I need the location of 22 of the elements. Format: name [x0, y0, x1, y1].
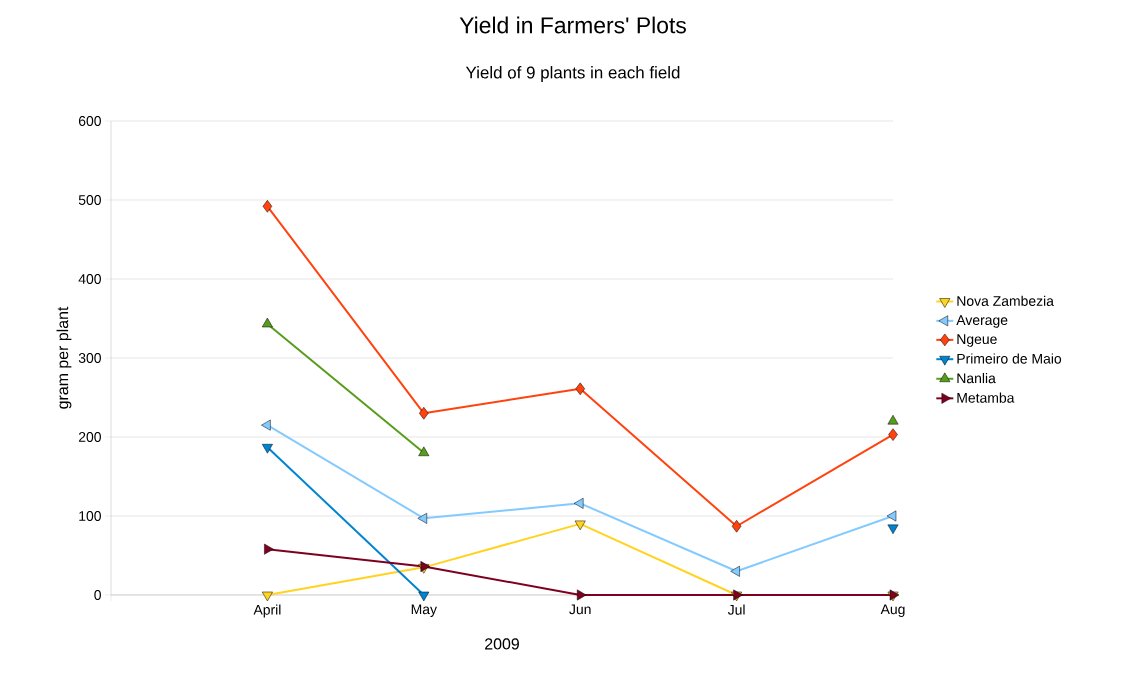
x-tick-label: Jun: [569, 604, 591, 615]
x-tick-label: Aug: [880, 604, 905, 617]
y-axis-title: gram per plant: [56, 306, 72, 409]
legend-label: Nanlia: [957, 372, 996, 384]
chart-title: Yield in Farmers' Plots: [459, 16, 686, 34]
legend-label: Nova Zambezia: [957, 295, 1054, 306]
legend-label: Ngeue: [957, 334, 997, 347]
chart-subtitle: Yield of 9 plants in each field: [465, 66, 680, 82]
y-tick-label: 500: [78, 195, 101, 205]
y-tick-label: 100: [79, 511, 101, 521]
y-tick-label: 400: [78, 274, 101, 284]
y-tick-label: 0: [94, 590, 101, 600]
x-axis-title: 2009: [485, 638, 519, 650]
legend-label: Metamba: [957, 392, 1015, 403]
x-tick-label: May: [411, 604, 437, 617]
legend-label: Average: [956, 315, 1008, 328]
x-tick-label: Jul: [727, 604, 745, 615]
y-tick-label: 300: [78, 353, 101, 363]
y-tick-label: 600: [78, 116, 101, 126]
x-tick-label: April: [253, 604, 281, 618]
legend-label: Primeiro de Maio: [957, 353, 1062, 364]
y-tick-label: 200: [78, 432, 101, 442]
